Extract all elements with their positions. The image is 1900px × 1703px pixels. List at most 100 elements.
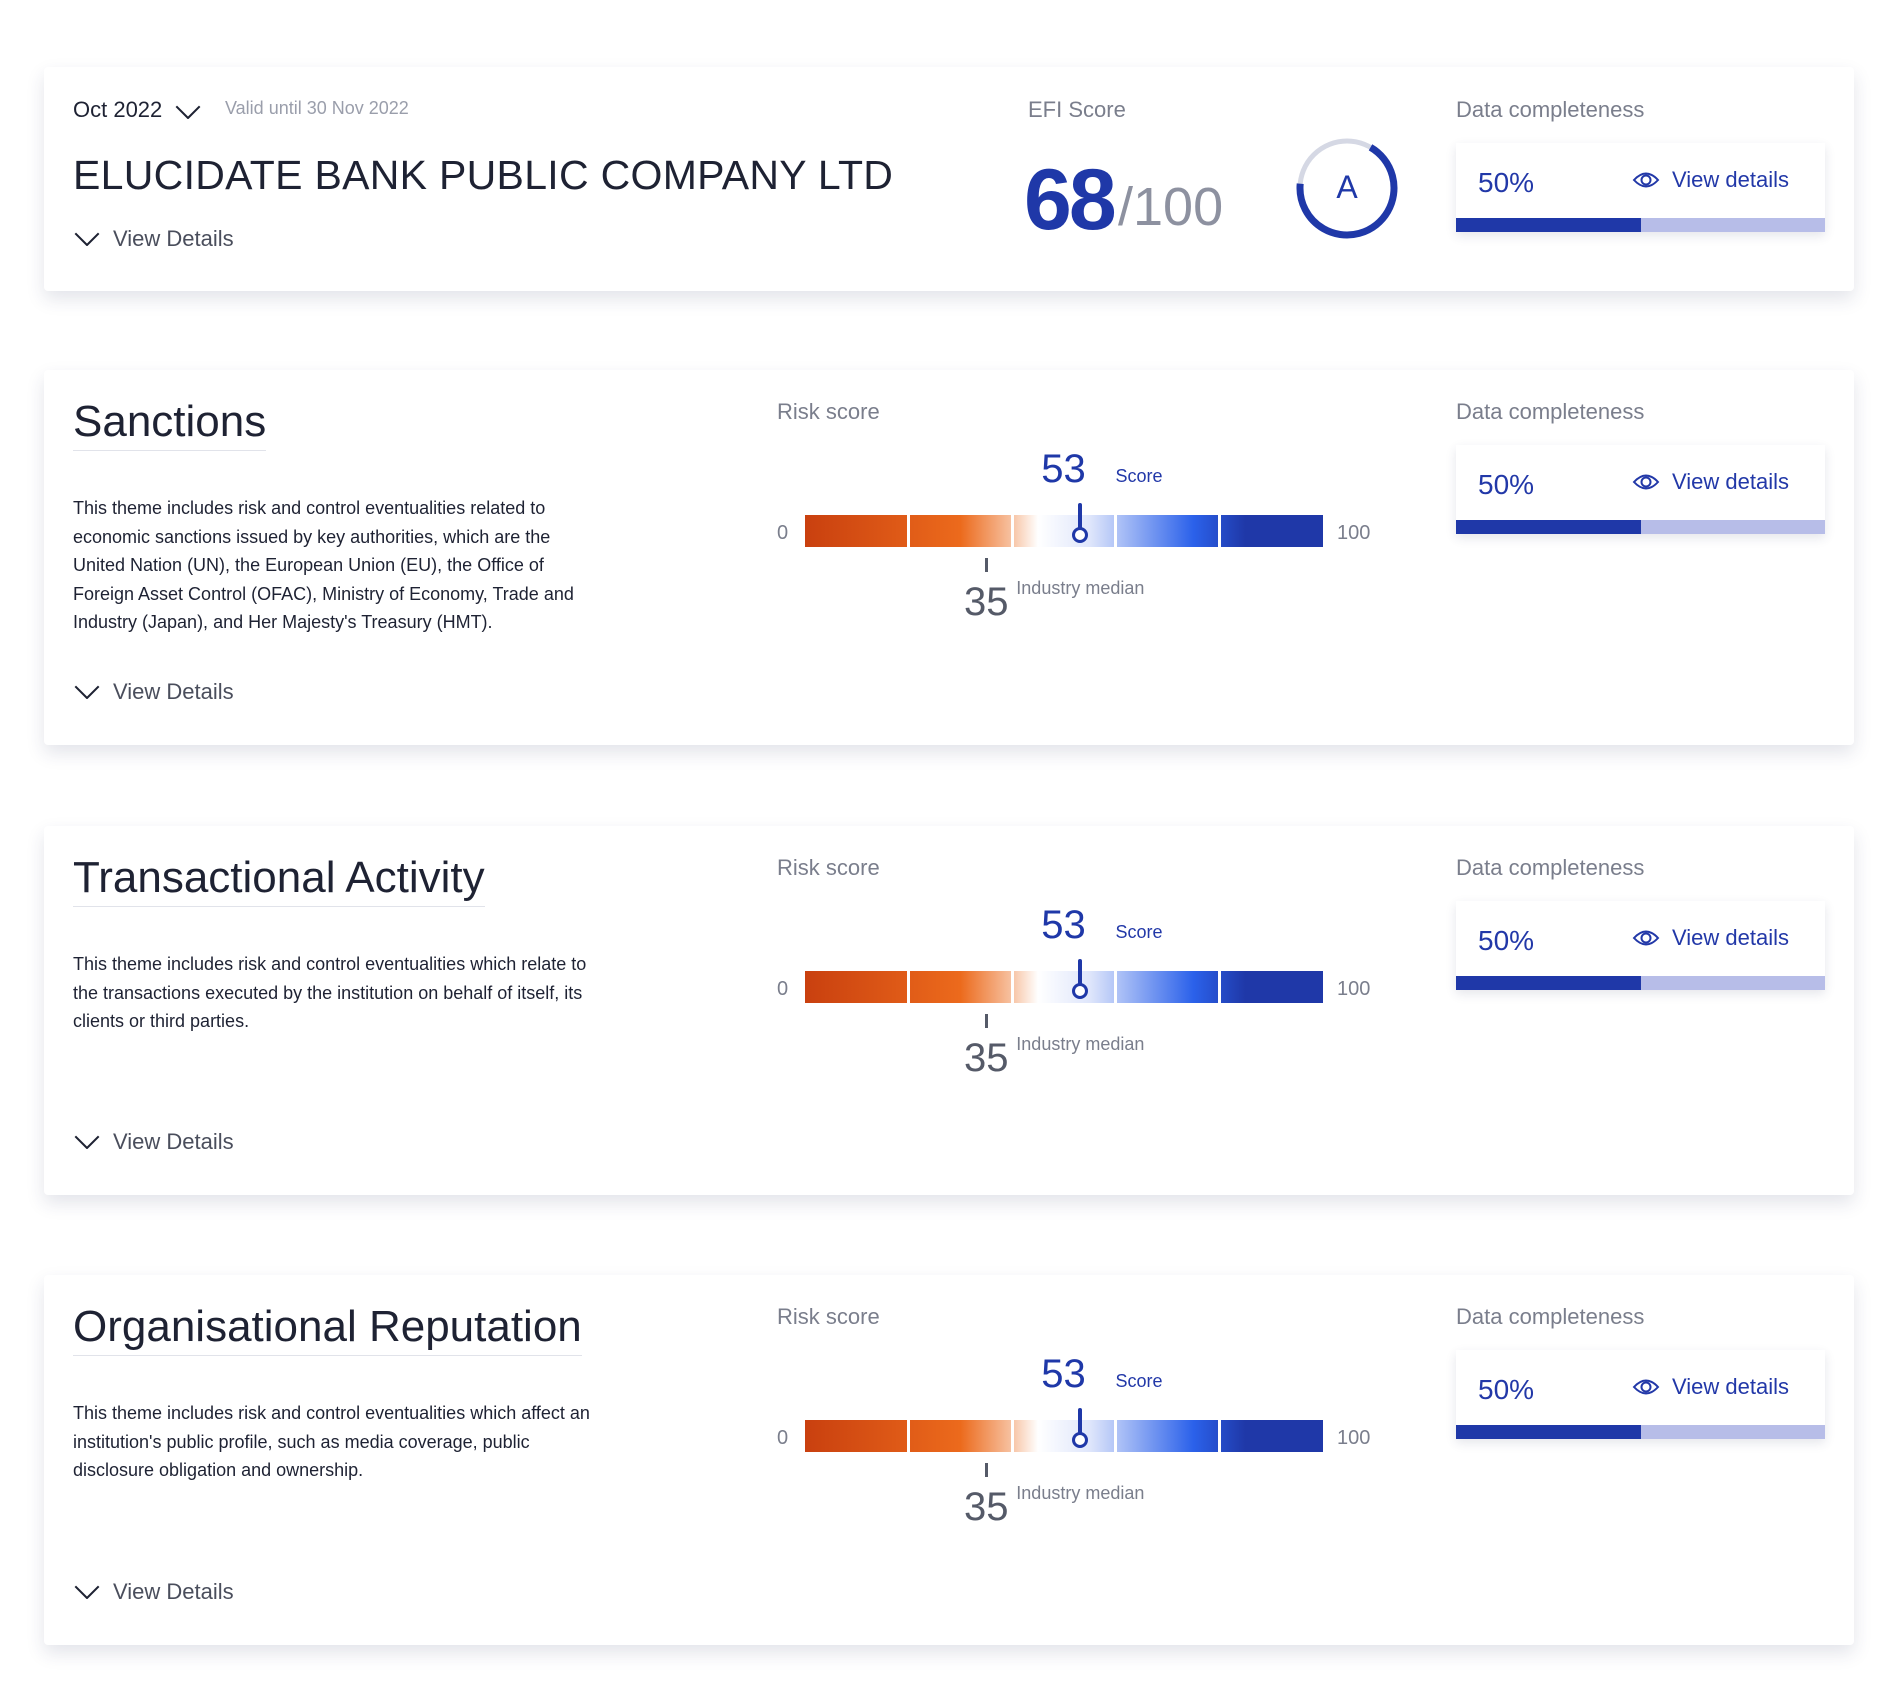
theme-description: This theme includes risk and control eve… bbox=[73, 498, 574, 632]
median-value: 35 bbox=[964, 580, 1009, 624]
eye bbox=[1632, 1379, 1660, 1395]
completeness-track bbox=[1456, 976, 1825, 990]
completeness-value: 50% bbox=[1478, 1374, 1535, 1405]
completeness-fill bbox=[1456, 520, 1641, 534]
chevron-icon bbox=[74, 685, 100, 700]
theme-description: This theme includes risk and control eve… bbox=[73, 954, 587, 1031]
completeness-link[interactable]: View details bbox=[1672, 469, 1789, 494]
completeness-box: 50% View details bbox=[1456, 143, 1825, 232]
median-label: Industry median bbox=[1016, 1034, 1145, 1054]
score-label: Score bbox=[1115, 1371, 1163, 1391]
gauge-divider bbox=[907, 971, 911, 1003]
score-knob bbox=[1071, 527, 1088, 543]
view-details[interactable]: View Details bbox=[113, 1579, 234, 1604]
chevron-icon bbox=[74, 1585, 100, 1600]
risk-label: Risk score bbox=[777, 855, 880, 880]
score-label: Score bbox=[1115, 922, 1163, 942]
gauge-bar bbox=[805, 971, 1323, 1003]
median-value: 35 bbox=[964, 1036, 1009, 1080]
scale-min: 0 bbox=[777, 1427, 789, 1449]
company-name: ELUCIDATE BANK PUBLIC COMPANY LTD bbox=[73, 152, 894, 198]
efi-label: EFI Score bbox=[1028, 97, 1126, 122]
gauge-bar bbox=[805, 515, 1323, 547]
eye bbox=[1632, 172, 1660, 188]
chevron bbox=[74, 1135, 100, 1150]
gauge-divider bbox=[1114, 1420, 1118, 1452]
completeness-track bbox=[1456, 520, 1825, 534]
score-value: 53 bbox=[1041, 447, 1086, 491]
gauge-divider bbox=[1217, 515, 1221, 547]
median-tick bbox=[984, 1463, 988, 1477]
risk-label: Risk score bbox=[777, 1304, 880, 1329]
completeness-fill bbox=[1456, 1425, 1641, 1439]
gauge-divider bbox=[1114, 971, 1118, 1003]
view-details[interactable]: View Details bbox=[113, 226, 234, 251]
score-value: 53 bbox=[1041, 1352, 1086, 1396]
gauge-divider bbox=[907, 1420, 911, 1452]
gauge-divider bbox=[907, 515, 911, 547]
period-select[interactable]: Oct 2022 bbox=[73, 97, 163, 122]
eye bbox=[1632, 474, 1660, 490]
scale-min: 0 bbox=[777, 522, 789, 544]
gauge-divider bbox=[1010, 515, 1014, 547]
gauge-divider bbox=[1217, 971, 1221, 1003]
chevron bbox=[74, 685, 100, 700]
eye bbox=[1632, 930, 1660, 946]
completeness-label: Data completeness bbox=[1456, 1304, 1645, 1329]
completeness-value: 50% bbox=[1478, 469, 1535, 500]
valid-until: Valid until 30 Nov 2022 bbox=[225, 98, 409, 118]
completeness-label: Data completeness bbox=[1456, 97, 1645, 122]
scale-max: 100 bbox=[1337, 522, 1371, 544]
completeness-value: 50% bbox=[1478, 925, 1535, 956]
completeness-fill bbox=[1456, 218, 1641, 232]
median-tick bbox=[984, 558, 988, 572]
gauge-divider bbox=[1010, 971, 1014, 1003]
summary-card: Oct 2022 Valid until 30 Nov 2022 ELUCIDATE… bbox=[44, 67, 1854, 291]
score-needle bbox=[1077, 959, 1082, 987]
score-needle bbox=[1077, 1408, 1082, 1436]
gauge-bar bbox=[805, 1420, 1323, 1452]
completeness-value: 50% bbox=[1478, 167, 1535, 198]
chevron bbox=[74, 1585, 100, 1600]
chevron bbox=[175, 105, 201, 120]
completeness-track bbox=[1456, 1425, 1825, 1439]
efi-max: /100 bbox=[1118, 177, 1224, 237]
median-value: 35 bbox=[964, 1485, 1009, 1529]
score-knob bbox=[1071, 983, 1088, 999]
completeness-link[interactable]: View details bbox=[1672, 925, 1789, 950]
completeness-track bbox=[1456, 218, 1825, 232]
gauge-divider bbox=[1114, 515, 1118, 547]
theme-card: Organisational Reputation This theme incl… bbox=[44, 1275, 1854, 1645]
completeness-label: Data completeness bbox=[1456, 399, 1645, 424]
theme-card: Sanctions This theme includes risk and co… bbox=[44, 370, 1854, 745]
grade-ring bbox=[1296, 137, 1398, 239]
theme-title: Sanctions bbox=[73, 400, 267, 451]
median-label: Industry median bbox=[1016, 578, 1145, 598]
view-details[interactable]: View Details bbox=[113, 679, 234, 704]
score-needle bbox=[1077, 503, 1082, 531]
completeness-box: 50% View details bbox=[1456, 1350, 1825, 1439]
median-label: Industry median bbox=[1016, 1483, 1145, 1503]
score-knob bbox=[1071, 1432, 1088, 1448]
gauge-divider bbox=[1217, 1420, 1221, 1452]
chevron-icon bbox=[74, 1135, 100, 1150]
score-value: 53 bbox=[1041, 903, 1086, 947]
efi-score: 68 bbox=[1024, 152, 1117, 248]
theme-title: Transactional Activity bbox=[73, 856, 485, 907]
scale-max: 100 bbox=[1337, 1427, 1371, 1449]
theme-title: Organisational Reputation bbox=[73, 1305, 582, 1356]
chevron-icon bbox=[175, 105, 201, 120]
view-details[interactable]: View Details bbox=[113, 1129, 234, 1154]
grade: A bbox=[1336, 169, 1358, 205]
median-tick bbox=[984, 1014, 988, 1028]
scale-max: 100 bbox=[1337, 978, 1371, 1000]
completeness-box: 50% View details bbox=[1456, 445, 1825, 534]
eye-icon bbox=[1632, 1377, 1660, 1397]
completeness-fill bbox=[1456, 976, 1641, 990]
eye-icon bbox=[1632, 928, 1660, 948]
theme-description: This theme includes risk and control eve… bbox=[73, 1403, 590, 1480]
chevron-icon bbox=[74, 232, 100, 247]
completeness-link[interactable]: View details bbox=[1672, 167, 1789, 192]
completeness-link[interactable]: View details bbox=[1672, 1374, 1789, 1399]
